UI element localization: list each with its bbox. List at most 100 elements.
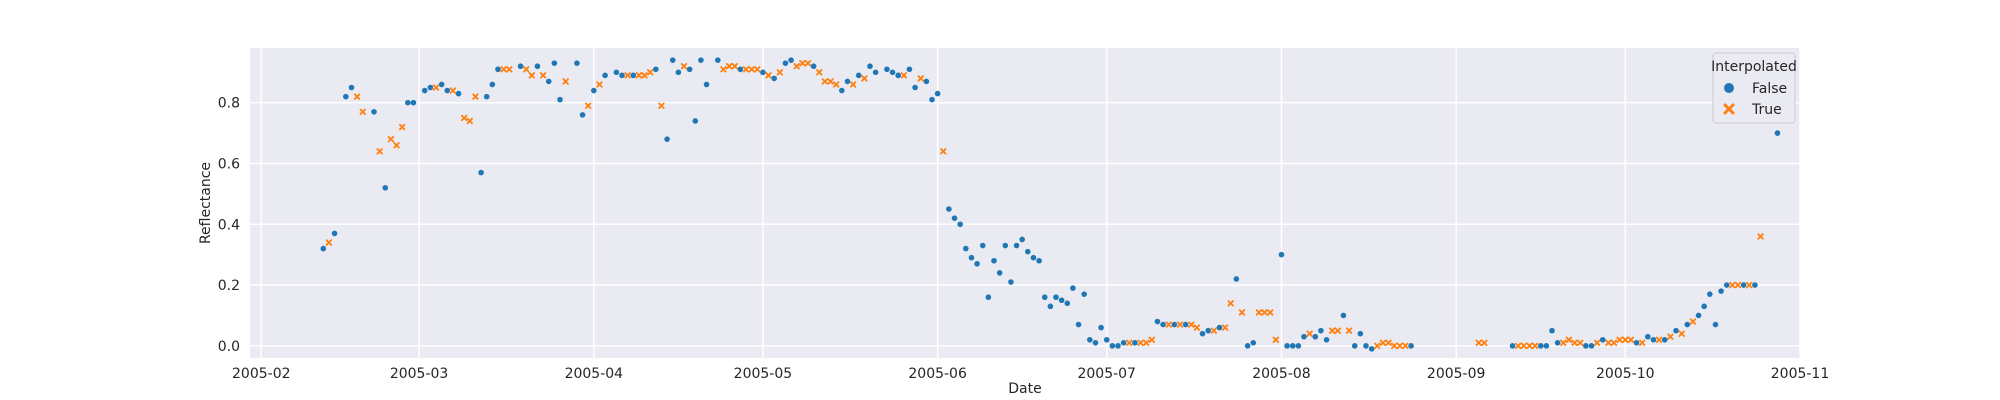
data-point-observed	[1109, 343, 1116, 349]
data-point-observed	[1013, 242, 1020, 249]
data-point-observed	[715, 57, 721, 63]
data-point-interpolated	[849, 81, 857, 88]
data-point-interpolated	[1560, 339, 1567, 347]
data-point-observed	[1588, 343, 1595, 349]
data-point-observed	[1661, 336, 1668, 343]
data-point-interpolated	[765, 72, 772, 79]
data-point-observed	[1098, 324, 1104, 331]
x-tick-label: 2005-07	[1077, 366, 1136, 382]
data-point-observed	[771, 75, 777, 82]
data-point-interpolated	[804, 59, 812, 67]
data-point-observed	[1081, 291, 1087, 297]
data-point-observed	[963, 245, 969, 252]
data-point-interpolated	[720, 66, 727, 73]
data-point-observed	[855, 72, 862, 79]
data-point-observed	[1363, 343, 1369, 349]
data-point-observed	[1250, 340, 1257, 346]
data-point-interpolated	[1571, 339, 1578, 347]
data-point-observed	[946, 206, 952, 212]
data-point-observed	[1537, 343, 1544, 349]
data-point-observed	[1058, 297, 1065, 304]
data-point-interpolated	[506, 66, 513, 73]
data-point-observed	[1323, 336, 1330, 343]
data-point-interpolated	[1193, 324, 1201, 331]
data-point-interpolated	[359, 108, 366, 116]
data-point-interpolated	[861, 75, 868, 82]
data-point-observed	[1301, 333, 1307, 340]
data-point-interpolated	[725, 63, 733, 70]
data-point-observed	[1650, 336, 1657, 343]
data-point-observed	[867, 63, 873, 70]
data-point-observed	[1154, 318, 1161, 325]
data-point-interpolated	[1328, 327, 1336, 334]
data-point-observed	[1053, 294, 1059, 301]
data-point-observed	[1289, 343, 1296, 349]
data-point-interpolated	[1148, 336, 1156, 343]
data-point-interpolated	[1221, 324, 1229, 331]
data-point-observed	[427, 84, 434, 91]
data-point-interpolated	[500, 66, 507, 73]
data-point-observed	[1633, 340, 1640, 346]
data-point-observed	[1318, 327, 1324, 334]
data-point-interpolated	[1655, 336, 1663, 343]
data-point-observed	[906, 66, 913, 73]
data-point-observed	[895, 72, 901, 79]
data-point-observed	[1008, 279, 1014, 285]
legend-marker-true	[1723, 103, 1735, 115]
data-point-interpolated	[1746, 281, 1753, 289]
data-point-observed	[1216, 324, 1223, 331]
legend-title: Interpolated	[1711, 59, 1797, 75]
data-point-observed	[1752, 282, 1758, 288]
data-point-interpolated	[1622, 336, 1629, 343]
data-point-interpolated	[387, 135, 395, 143]
data-point-interpolated	[680, 63, 688, 70]
data-point-interpolated	[816, 69, 823, 76]
data-point-observed	[517, 63, 524, 70]
data-point-interpolated	[432, 84, 440, 91]
data-point-interpolated	[1379, 339, 1387, 347]
data-point-interpolated	[641, 72, 648, 79]
x-tick-label: 2005-04	[565, 366, 624, 382]
data-point-interpolated	[1176, 321, 1184, 328]
data-point-observed	[760, 69, 766, 76]
data-point-observed	[331, 230, 338, 237]
data-point-observed	[698, 57, 704, 63]
data-point-observed	[438, 81, 445, 88]
data-point-interpolated	[398, 123, 406, 131]
legend-label-false: False	[1752, 81, 1787, 97]
data-point-interpolated	[1306, 330, 1313, 337]
data-point-observed	[810, 63, 817, 70]
data-point-observed	[551, 60, 558, 66]
data-point-interpolated	[562, 78, 569, 85]
data-point-observed	[382, 185, 389, 191]
data-point-interpolated	[799, 59, 806, 67]
data-point-interpolated	[1667, 333, 1674, 340]
data-point-observed	[1160, 321, 1166, 328]
data-point-observed	[1278, 251, 1285, 258]
data-point-observed	[1002, 242, 1009, 249]
data-point-observed	[1312, 333, 1319, 340]
data-point-observed	[991, 257, 997, 264]
data-point-observed	[1368, 346, 1375, 352]
data-point-observed	[613, 69, 620, 76]
data-point-interpolated	[1593, 339, 1601, 347]
data-point-observed	[1103, 336, 1110, 343]
data-point-observed	[884, 66, 890, 73]
data-point-observed	[619, 72, 625, 79]
data-point-observed	[934, 90, 941, 97]
data-point-observed	[1205, 327, 1211, 334]
data-point-observed	[495, 66, 501, 73]
data-point-observed	[686, 66, 693, 73]
data-point-observed	[1244, 343, 1251, 349]
data-point-observed	[534, 63, 541, 70]
data-point-observed	[957, 221, 963, 228]
data-point-observed	[669, 57, 676, 63]
data-point-interpolated	[1255, 309, 1263, 316]
data-point-interpolated	[832, 81, 840, 88]
data-point-observed	[1408, 343, 1414, 349]
data-point-interpolated	[1689, 318, 1697, 325]
data-point-interpolated	[1261, 309, 1268, 316]
data-point-interpolated	[1345, 327, 1353, 334]
data-point-interpolated	[1616, 336, 1623, 343]
data-point-interpolated	[1605, 339, 1612, 347]
